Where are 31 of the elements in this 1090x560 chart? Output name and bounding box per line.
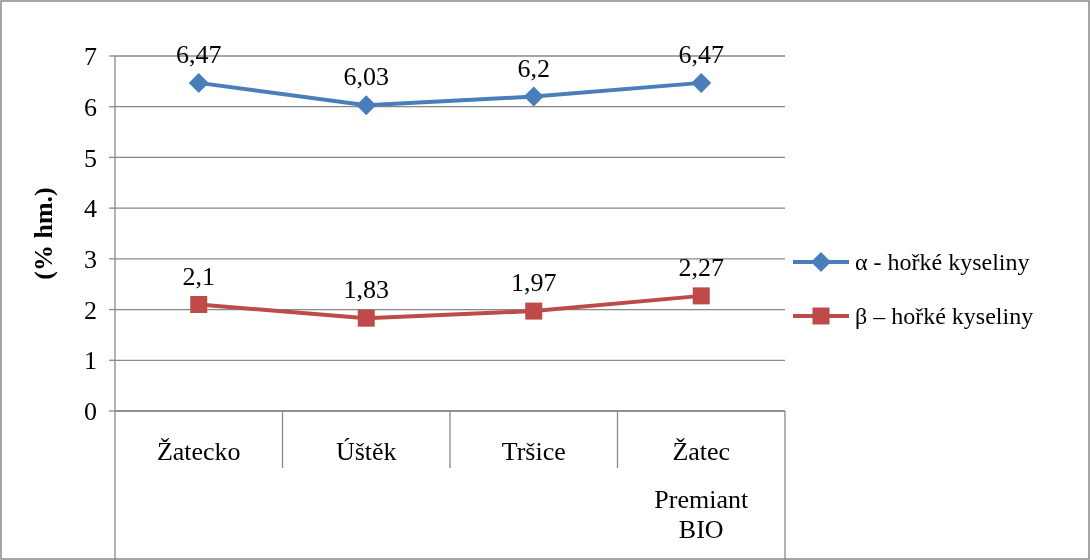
x-tick-label: Tršice xyxy=(501,437,566,466)
data-label: 6,2 xyxy=(517,53,550,83)
y-tick-label: 0 xyxy=(84,397,97,427)
data-label: 2,27 xyxy=(678,252,724,282)
legend-label: β – hořké kyseliny xyxy=(855,303,1034,330)
data-label: 2,1 xyxy=(182,261,215,291)
y-tick-label: 6 xyxy=(84,92,97,122)
y-tick-label: 7 xyxy=(84,42,97,72)
point xyxy=(190,296,208,313)
x-tick-label: Úštěk xyxy=(335,437,397,466)
point xyxy=(523,86,544,107)
point xyxy=(357,309,375,327)
data-label: 6,03 xyxy=(343,62,389,92)
data-label: 6,47 xyxy=(176,39,222,69)
point xyxy=(356,95,377,116)
point xyxy=(692,287,710,305)
data-label: 6,47 xyxy=(678,39,724,69)
point xyxy=(525,302,543,320)
y-tick-label: 3 xyxy=(84,244,97,274)
x-tick-label: Žatecko xyxy=(156,437,241,466)
y-tick-label: 2 xyxy=(84,295,97,325)
y-tick-label: 4 xyxy=(84,194,97,224)
y-tick-label: 1 xyxy=(84,346,97,376)
legend-label: α - hořké kyseliny xyxy=(855,249,1030,276)
x-tick-label: Žatec Premiant BIO xyxy=(654,437,749,544)
y-tick-label: 5 xyxy=(84,143,97,173)
data-label: 1,83 xyxy=(343,275,389,305)
data-label: 1,97 xyxy=(511,268,557,298)
point xyxy=(188,72,209,93)
y-axis-title: (% hm.) xyxy=(29,187,58,280)
point xyxy=(691,72,712,93)
